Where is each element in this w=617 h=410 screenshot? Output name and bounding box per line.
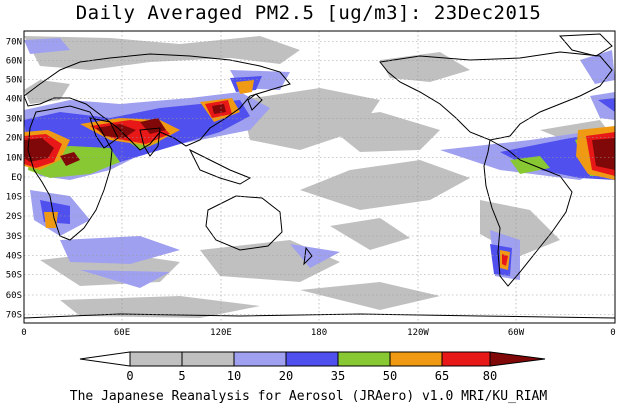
colorbar-swatch (129, 351, 183, 367)
lon-label: 120E (210, 328, 232, 338)
africa-coast (27, 105, 113, 241)
lat-label: 10S (6, 193, 22, 203)
lat-label: 40N (6, 95, 22, 105)
colorbar-label: 50 (383, 369, 397, 383)
lat-label: 40S (6, 252, 22, 262)
colorbar-label: 35 (331, 369, 345, 383)
lat-label: 20S (6, 212, 22, 222)
colorbar-low-arrow (79, 351, 131, 367)
colorbar-label: 80 (483, 369, 497, 383)
colorbar-label: 10 (227, 369, 241, 383)
map-title: Daily Averaged PM2.5 [ug/m3]: 23Dec2015 (75, 2, 542, 24)
lat-label: 50S (6, 271, 22, 281)
credit-footer: The Japanese Reanalysis for Aerosol (JRA… (69, 389, 548, 404)
lon-label: 60E (114, 328, 130, 338)
lat-label: EQ (11, 173, 22, 183)
india-coast (139, 127, 161, 157)
lat-label: 50N (6, 76, 22, 86)
longitude-labels: 0 60E 120E 180 120W 60W 0 (21, 328, 615, 338)
south-america-coast (483, 139, 573, 287)
greenland-coast (558, 33, 613, 57)
latitude-labels: 70N 60N 50N 40N 30N 20N 10N EQ 10S 20S 3… (6, 38, 22, 321)
lon-label: 0 (610, 328, 615, 338)
colorbar: 0 5 10 20 35 50 65 80 (79, 351, 546, 383)
colorbar-swatch (337, 351, 391, 367)
new-zealand-coast (303, 246, 313, 266)
lat-label: 30S (6, 232, 22, 242)
colorbar-swatch (285, 351, 339, 367)
map-frame (23, 30, 616, 324)
colorbar-high-arrow (489, 351, 546, 367)
lon-label: 120W (407, 328, 429, 338)
colorbar-label: 5 (178, 369, 185, 383)
lat-label: 70S (6, 311, 22, 321)
graticule (24, 31, 615, 323)
indonesia-coast (188, 148, 252, 185)
lat-label: 70N (6, 38, 22, 48)
lon-label: 60W (508, 328, 525, 338)
eurasia-coast (24, 53, 291, 151)
colorbar-swatch (233, 351, 287, 367)
lat-label: 60S (6, 291, 22, 301)
lat-label: 60N (6, 57, 22, 67)
colorbar-label: 65 (435, 369, 449, 383)
lat-label: 30N (6, 115, 22, 125)
japan-coast (247, 93, 263, 111)
coastlines (24, 33, 615, 319)
colorbar-swatch (441, 351, 491, 367)
lon-label: 180 (311, 328, 327, 338)
north-america-coast (379, 51, 613, 141)
colorbar-swatch (181, 351, 235, 367)
lon-label: 0 (21, 328, 26, 338)
australia-coast (205, 195, 283, 251)
colorbar-label: 20 (279, 369, 293, 383)
lat-label: 20N (6, 134, 22, 144)
colorbar-label: 0 (126, 369, 133, 383)
lat-label: 10N (6, 154, 22, 164)
colorbar-swatch (389, 351, 443, 367)
arabia-coast (89, 117, 119, 149)
pm25-field (24, 31, 615, 323)
